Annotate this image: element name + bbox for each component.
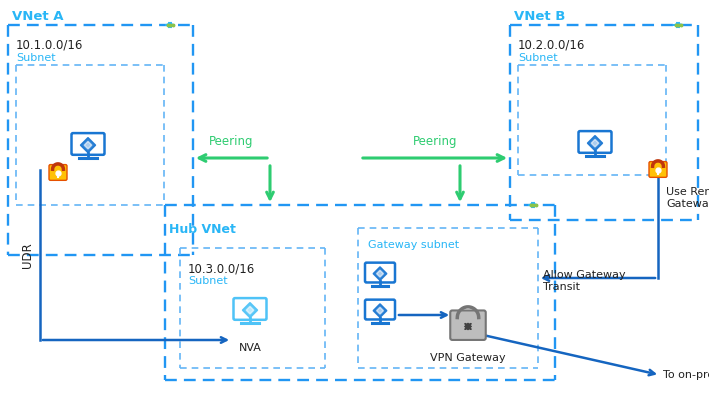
Text: VNet B: VNet B <box>514 10 565 23</box>
Text: Peering: Peering <box>413 135 457 148</box>
Text: 10.2.0.0/16: 10.2.0.0/16 <box>518 39 586 52</box>
Polygon shape <box>84 141 91 149</box>
Text: Gateway subnet: Gateway subnet <box>368 240 459 250</box>
Text: UDR: UDR <box>21 242 35 268</box>
Polygon shape <box>246 306 254 314</box>
Polygon shape <box>242 303 257 318</box>
Text: Subnet: Subnet <box>518 53 557 63</box>
Polygon shape <box>587 135 603 151</box>
Polygon shape <box>376 270 384 277</box>
Polygon shape <box>80 137 96 153</box>
Text: 10.1.0.0/16: 10.1.0.0/16 <box>16 39 84 52</box>
Polygon shape <box>376 307 384 314</box>
Text: To on-premises: To on-premises <box>663 370 709 380</box>
FancyBboxPatch shape <box>450 310 486 340</box>
Text: Subnet: Subnet <box>188 276 228 286</box>
Polygon shape <box>373 267 387 281</box>
Text: NVA: NVA <box>238 343 262 353</box>
FancyBboxPatch shape <box>49 165 67 180</box>
Polygon shape <box>373 304 387 318</box>
Text: VPN Gateway: VPN Gateway <box>430 353 506 363</box>
FancyBboxPatch shape <box>365 300 395 320</box>
FancyBboxPatch shape <box>72 133 104 155</box>
Text: VNet A: VNet A <box>12 10 64 23</box>
FancyBboxPatch shape <box>233 298 267 320</box>
FancyBboxPatch shape <box>365 263 395 283</box>
Text: 10.3.0.0/16: 10.3.0.0/16 <box>188 262 255 275</box>
FancyBboxPatch shape <box>649 162 667 177</box>
Text: Hub VNet: Hub VNet <box>169 223 236 236</box>
Text: Peering: Peering <box>209 135 254 148</box>
Polygon shape <box>591 139 599 147</box>
FancyBboxPatch shape <box>579 131 611 153</box>
Text: Use Remote
Gateway: Use Remote Gateway <box>666 187 709 208</box>
Text: Allow Gateway
Transit: Allow Gateway Transit <box>543 270 625 292</box>
Text: Subnet: Subnet <box>16 53 55 63</box>
